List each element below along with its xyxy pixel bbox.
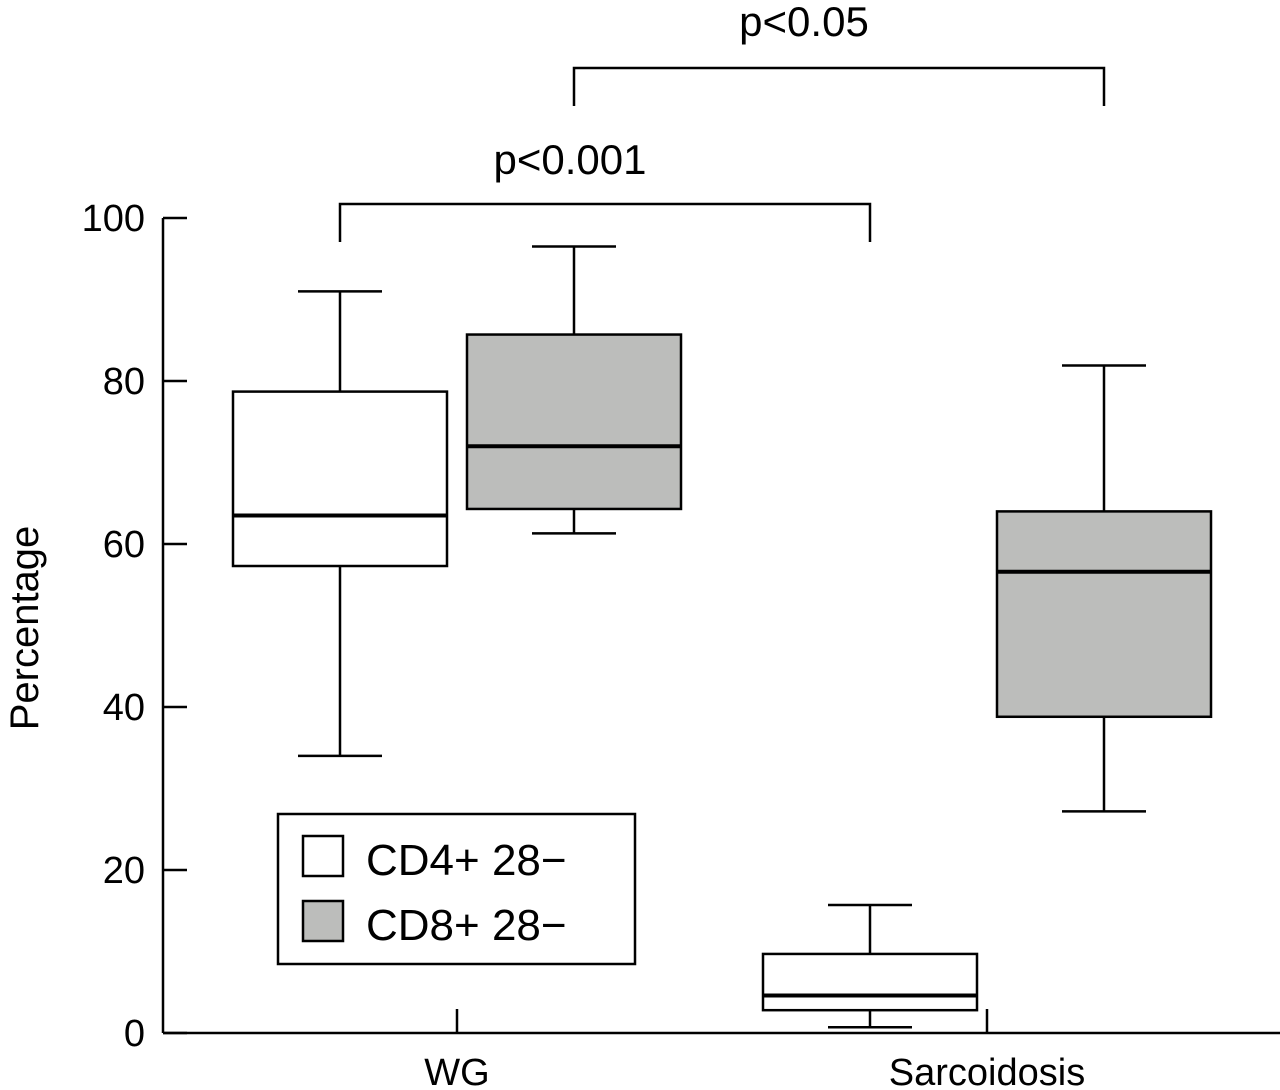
legend-swatch-cd4 (301, 834, 345, 878)
iqr-box (231, 390, 449, 568)
p-value-label: p<0.05 (739, 0, 869, 45)
box-0-1 (761, 903, 979, 1029)
axes (161, 218, 1280, 1035)
legend-swatch-cd8 (301, 899, 345, 943)
x-category-label: Sarcoidosis (889, 1052, 1085, 1090)
iqr-box (995, 510, 1213, 719)
bracket-line (338, 202, 872, 242)
y-axis-label: Percentage (3, 526, 47, 731)
iqr-box (761, 952, 979, 1012)
legend: CD4+ 28− CD8+ 28− (276, 812, 637, 966)
iqr-box (465, 333, 683, 511)
y-tick-label: 60 (103, 524, 145, 566)
box-1-0 (465, 245, 683, 535)
box-series (231, 245, 1213, 1029)
x-category-label: WG (424, 1052, 489, 1090)
y-tick-label: 80 (103, 361, 145, 403)
box-0-0 (231, 290, 449, 758)
box-1-1 (995, 364, 1213, 813)
y-tick-label: 40 (103, 687, 145, 729)
significance-brackets: p<0.001 p<0.05 (338, 0, 1106, 242)
y-ticks: 0 20 40 60 80 100 WG Sarcoidosis (82, 198, 1086, 1090)
y-tick-label: 0 (124, 1013, 145, 1055)
significance-bracket-0: p<0.001 (338, 136, 872, 242)
bracket-line (572, 66, 1106, 106)
y-tick-label: 100 (82, 198, 145, 240)
legend-label-cd8: CD8+ 28− (366, 901, 567, 950)
significance-bracket-1: p<0.05 (572, 0, 1106, 106)
legend-label-cd4: CD4+ 28− (366, 836, 567, 885)
p-value-label: p<0.001 (494, 136, 647, 183)
y-tick-label: 20 (103, 850, 145, 892)
